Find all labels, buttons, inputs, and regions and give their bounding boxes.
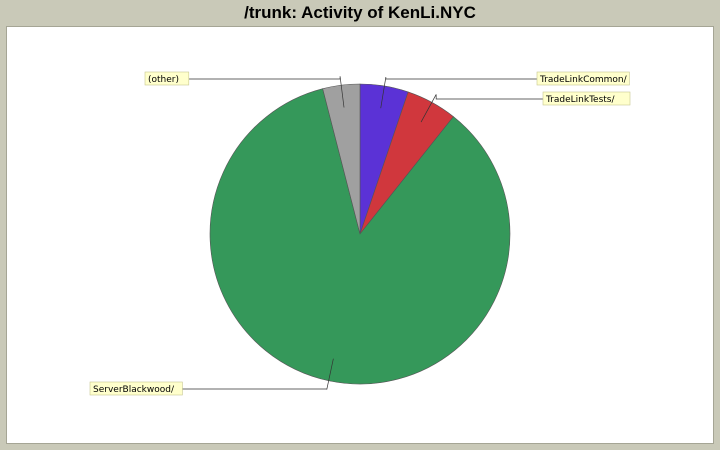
leader-line-other <box>188 76 345 108</box>
slice-label-serverblackwood: ServerBlackwood/ <box>93 385 175 395</box>
leader-line-serverblackwood <box>182 358 334 390</box>
label-box-tradelinktests <box>542 91 631 106</box>
label-box-tradelinkcommon <box>536 71 630 86</box>
label-box-serverblackwood <box>89 381 183 396</box>
label-box-other <box>144 71 190 86</box>
slice-label-other: (other) <box>148 75 179 85</box>
slice-label-tradelinkcommon: TradeLinkCommon/ <box>539 75 628 85</box>
chart-title: /trunk: Activity of KenLi.NYC <box>244 3 476 22</box>
leader-line-tradelinktests <box>420 94 543 123</box>
slice-label-tradelinktests: TradeLinkTests/ <box>545 95 615 105</box>
leader-line-tradelinkcommon <box>380 77 537 109</box>
